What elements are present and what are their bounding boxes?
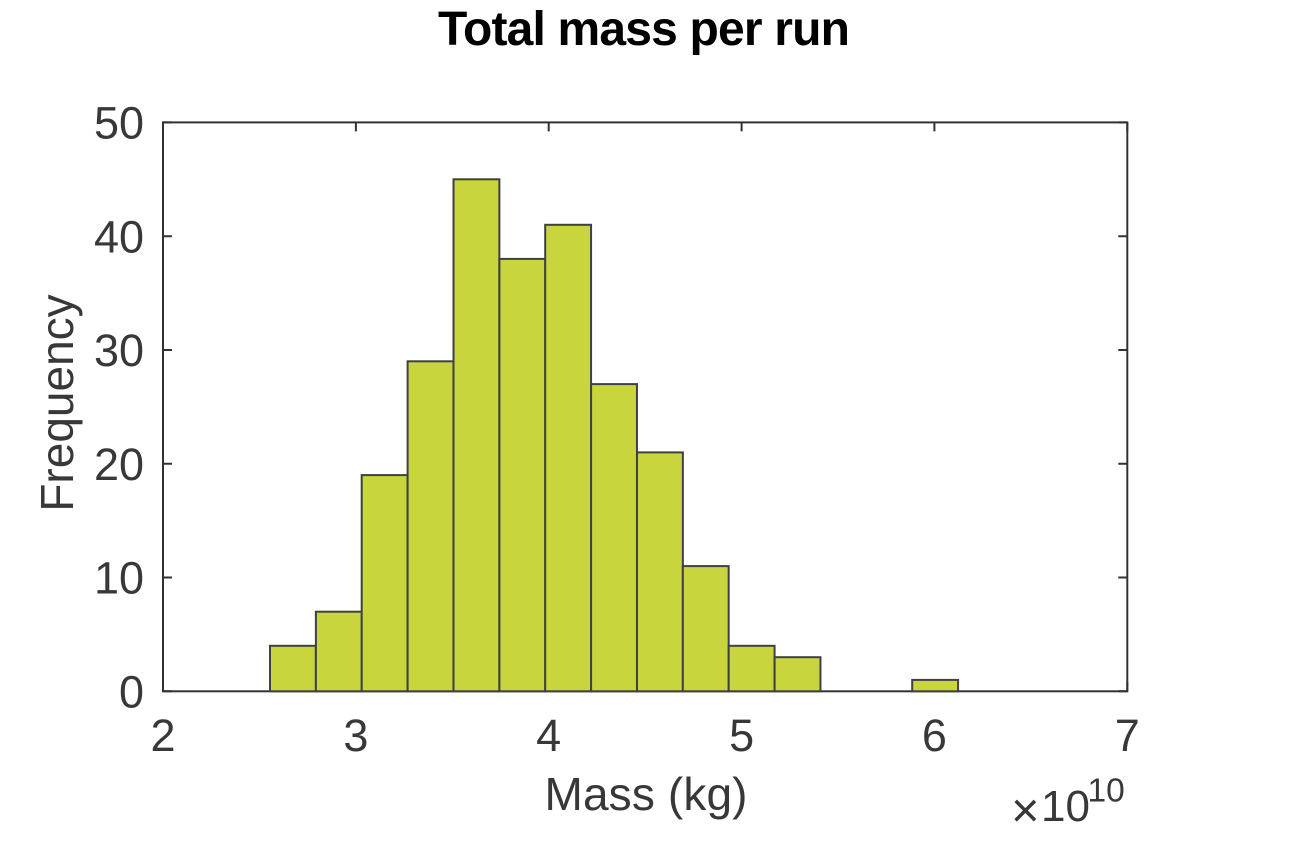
svg-text:Total mass per run: Total mass per run (438, 3, 850, 56)
svg-text:3: 3 (343, 710, 368, 761)
svg-text:4: 4 (536, 710, 561, 761)
svg-text:Mass (kg): Mass (kg) (545, 768, 748, 820)
svg-text:10: 10 (1088, 773, 1125, 810)
svg-text:7: 7 (1115, 710, 1140, 761)
svg-text:10: 10 (1041, 782, 1090, 831)
svg-text:2: 2 (150, 710, 175, 761)
svg-text:Frequency: Frequency (31, 294, 83, 511)
svg-text:×: × (1011, 784, 1040, 838)
svg-text:6: 6 (922, 710, 947, 761)
svg-text:0: 0 (119, 667, 144, 718)
svg-text:5: 5 (729, 710, 754, 761)
svg-text:20: 20 (94, 439, 144, 490)
svg-text:50: 50 (94, 98, 144, 149)
svg-text:40: 40 (94, 211, 144, 262)
svg-text:30: 30 (94, 325, 144, 376)
svg-text:10: 10 (94, 553, 144, 604)
